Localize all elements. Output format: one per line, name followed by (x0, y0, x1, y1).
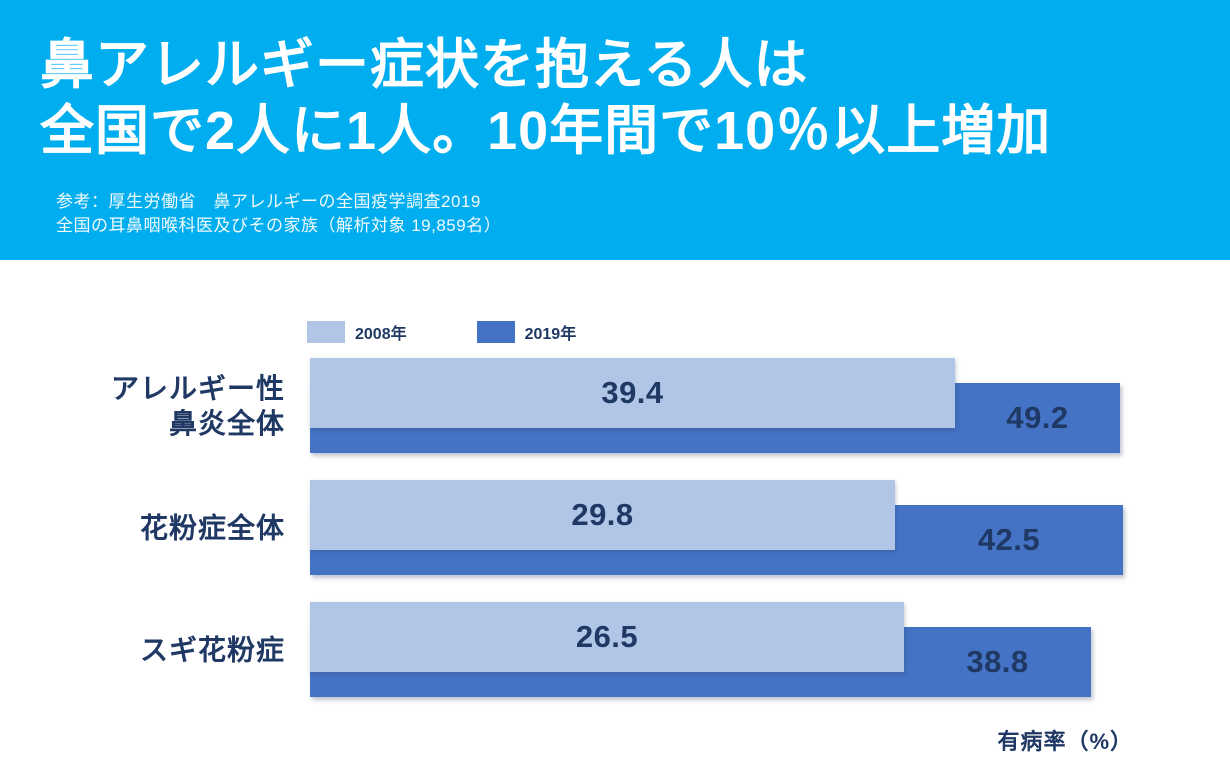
category-label: アレルギー性 鼻炎全体 (0, 371, 285, 441)
category-label-line1: スギ花粉症 (139, 634, 285, 665)
bar-2019-value-zone: 38.8 (904, 627, 1091, 697)
legend-label-2019: 2019年 (524, 326, 577, 343)
page-title-line2: 全国で2人に1人。10年間で10％以上増加 (40, 101, 1052, 161)
bar-chart: 2008年 2019年 アレルギー性 鼻炎全体 49.2 (0, 260, 1230, 756)
header-banner: 鼻アレルギー症状を抱える人は 全国で2人に1人。10年間で10％以上増加 参考：… (0, 0, 1230, 260)
bar-2008-value: 26.5 (575, 619, 639, 654)
source-note-line1: 参考：厚生労働省 鼻アレルギーの全国疫学調査2019 (56, 192, 481, 211)
bar-2008-value: 29.8 (571, 497, 634, 532)
bar-2008: 26.5 (310, 602, 904, 672)
bar-group: 38.8 26.5 (310, 602, 1230, 697)
bar-2008: 29.8 (310, 480, 895, 550)
source-note-line2: 全国の耳鼻咽喉科医及びその家族（解析対象 19,859名） (56, 216, 502, 235)
bar-2008-value: 39.4 (601, 375, 664, 410)
bar-2019-value-zone: 49.2 (955, 383, 1120, 453)
bar-group: 49.2 39.4 (310, 358, 1230, 453)
category-label-line1: アレルギー性 (110, 372, 285, 404)
chart-legend: 2008年 2019年 (307, 320, 1230, 344)
page-title-line1: 鼻アレルギー症状を抱える人は (40, 35, 809, 95)
page-title: 鼻アレルギー症状を抱える人は 全国で2人に1人。10年間で10％以上増加 (0, 0, 1230, 164)
legend-swatch-2019 (476, 321, 515, 343)
chart-row-pollinosis: 花粉症全体 42.5 29.8 (0, 480, 1230, 575)
legend-swatch-2008 (307, 321, 345, 343)
x-axis-label: 有病率（%） (997, 729, 1133, 754)
chart-row-cedar-pollinosis: スギ花粉症 38.8 26.5 (0, 602, 1230, 697)
category-label: スギ花粉症 (0, 632, 285, 667)
chart-row-allergic-rhinitis: アレルギー性 鼻炎全体 49.2 39.4 (0, 358, 1230, 453)
category-label: 花粉症全体 (0, 510, 285, 545)
bar-2008: 39.4 (310, 358, 955, 428)
source-note: 参考：厚生労働省 鼻アレルギーの全国疫学調査2019 全国の耳鼻咽喉科医及びその… (0, 164, 1230, 238)
category-label-line2: 鼻炎全体 (168, 407, 285, 439)
bar-2019-value: 42.5 (977, 522, 1041, 557)
bar-2019-value: 49.2 (1006, 400, 1069, 435)
bar-2019-value: 38.8 (966, 644, 1029, 679)
category-label-line1: 花粉症全体 (139, 512, 285, 543)
chart-rows: アレルギー性 鼻炎全体 49.2 39.4 花粉症全体 (0, 358, 1230, 697)
bar-2019-value-zone: 42.5 (895, 505, 1123, 575)
legend-label-2008: 2008年 (355, 326, 407, 343)
bar-group: 42.5 29.8 (310, 480, 1230, 575)
